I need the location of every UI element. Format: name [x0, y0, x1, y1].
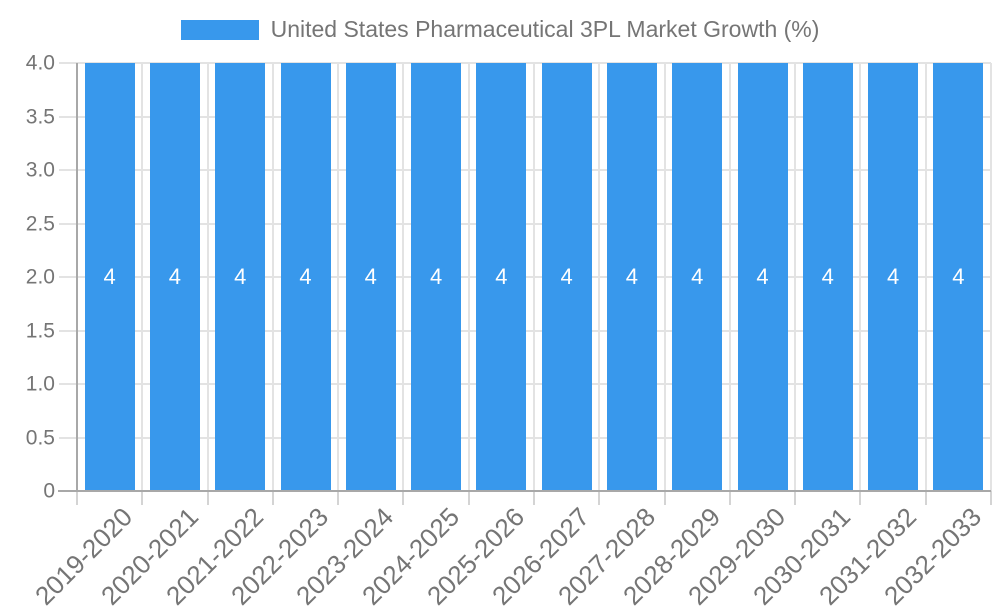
bar-value-label: 4 — [364, 264, 377, 289]
x-tick-mark — [663, 491, 666, 505]
bar-value-label: 4 — [168, 264, 182, 289]
y-tick-mark — [59, 383, 77, 385]
y-tick-mark — [59, 115, 77, 118]
x-gridline — [402, 63, 405, 491]
bar: 4 — [606, 63, 657, 491]
y-axis-tick-label: 0 — [43, 479, 55, 503]
x-gridline — [206, 63, 209, 491]
x-tick-mark — [141, 491, 144, 505]
bar: 4 — [280, 63, 331, 491]
x-tick-mark — [76, 491, 78, 505]
y-axis-tick-label: 3.0 — [25, 158, 55, 182]
bar: 4 — [541, 63, 592, 491]
x-tick-mark — [728, 491, 731, 505]
chart-legend[interactable]: United States Pharmaceutical 3PL Market … — [0, 16, 1000, 44]
y-axis-tick-label: 0.5 — [25, 426, 55, 449]
x-tick-mark — [206, 491, 209, 505]
x-tick-mark — [402, 491, 405, 505]
x-tick-mark — [794, 491, 797, 505]
x-tick-mark — [467, 491, 470, 505]
bar: 4 — [933, 63, 984, 491]
bar: 4 — [345, 63, 396, 491]
x-gridline — [990, 63, 992, 491]
bar-value-label: 4 — [495, 264, 508, 289]
x-gridline — [337, 63, 340, 491]
legend-swatch — [180, 19, 259, 40]
y-axis-tick-label: 3.5 — [25, 105, 55, 128]
bar-value-label: 4 — [821, 264, 834, 289]
y-tick-mark — [59, 329, 77, 332]
x-gridline — [663, 63, 666, 491]
bar-value-label: 4 — [299, 264, 312, 289]
x-gridline — [859, 63, 862, 491]
bar: 4 — [476, 63, 527, 491]
bar-value-label: 4 — [756, 264, 769, 289]
x-axis-line — [58, 490, 991, 492]
bar: 4 — [411, 63, 462, 491]
bar-value-label: 4 — [886, 264, 900, 289]
x-tick-mark — [337, 491, 340, 505]
x-gridline — [533, 63, 535, 491]
x-gridline — [598, 63, 601, 491]
x-gridline — [728, 63, 731, 491]
bar-value-label: 4 — [625, 264, 639, 289]
bar-value-label: 4 — [429, 264, 443, 289]
x-tick-mark — [533, 491, 535, 505]
bar: 4 — [149, 63, 200, 491]
y-axis-tick-label: 4.0 — [25, 51, 55, 75]
legend-label: United States Pharmaceutical 3PL Market … — [270, 16, 820, 42]
bar-value-label: 4 — [691, 264, 704, 289]
bar: 4 — [737, 63, 788, 491]
y-tick-mark — [59, 436, 77, 439]
x-gridline — [924, 63, 927, 491]
x-tick-mark — [598, 491, 601, 505]
bar: 4 — [215, 63, 266, 491]
y-tick-mark — [59, 222, 77, 225]
y-axis-tick-label: 1.5 — [25, 319, 55, 342]
x-tick-mark — [271, 491, 274, 505]
bar: 4 — [802, 63, 853, 491]
bar-value-label: 4 — [560, 264, 573, 289]
x-gridline — [794, 63, 797, 491]
bar-value-label: 4 — [952, 264, 965, 289]
x-tick-mark — [990, 491, 992, 505]
y-axis-tick-label: 2.0 — [25, 265, 55, 289]
y-axis-tick-label: 1.0 — [25, 372, 55, 396]
bar-value-label: 4 — [234, 264, 247, 289]
bar-value-label: 4 — [103, 264, 116, 289]
x-tick-mark — [859, 491, 862, 505]
x-tick-mark — [924, 491, 927, 505]
y-tick-mark — [59, 62, 77, 64]
y-tick-mark — [59, 169, 77, 171]
x-gridline — [271, 63, 274, 491]
x-gridline — [141, 63, 144, 491]
y-tick-mark — [59, 276, 77, 278]
y-axis-line — [76, 63, 78, 491]
bar: 4 — [672, 63, 723, 491]
y-axis-tick-label: 2.5 — [25, 212, 55, 235]
x-gridline — [467, 63, 470, 491]
bar: 4 — [84, 63, 135, 491]
bar: 4 — [868, 63, 919, 491]
